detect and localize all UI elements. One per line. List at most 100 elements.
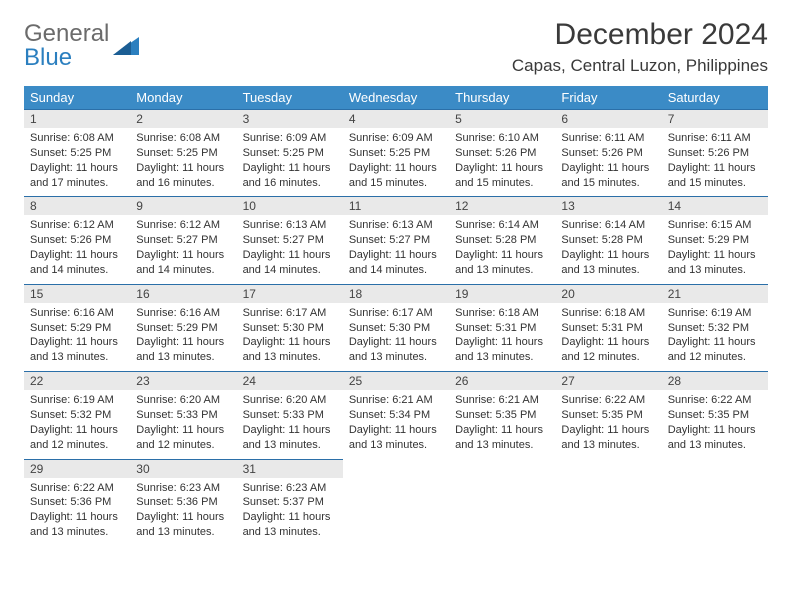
sunrise-line: Sunrise: 6:08 AM: [30, 131, 124, 146]
sunrise-line: Sunrise: 6:19 AM: [30, 393, 124, 408]
sunset-line: Sunset: 5:28 PM: [455, 233, 549, 248]
sunrise-line: Sunrise: 6:15 AM: [668, 218, 762, 233]
sunset-line: Sunset: 5:29 PM: [668, 233, 762, 248]
daylight-line: Daylight: 11 hours and 15 minutes.: [561, 161, 655, 191]
day-number-bar: 8: [24, 196, 130, 215]
calendar-cell: 20Sunrise: 6:18 AMSunset: 5:31 PMDayligh…: [555, 284, 661, 371]
day-number-bar: 21: [662, 284, 768, 303]
day-body: Sunrise: 6:22 AMSunset: 5:35 PMDaylight:…: [662, 390, 768, 458]
sunrise-line: Sunrise: 6:08 AM: [136, 131, 230, 146]
day-body: Sunrise: 6:23 AMSunset: 5:37 PMDaylight:…: [237, 478, 343, 546]
day-body: Sunrise: 6:17 AMSunset: 5:30 PMDaylight:…: [343, 303, 449, 371]
daylight-line: Daylight: 11 hours and 13 minutes.: [455, 335, 549, 365]
day-body: Sunrise: 6:11 AMSunset: 5:26 PMDaylight:…: [555, 128, 661, 196]
calendar-table: SundayMondayTuesdayWednesdayThursdayFrid…: [24, 86, 768, 546]
day-number-bar: 7: [662, 109, 768, 128]
daylight-line: Daylight: 11 hours and 17 minutes.: [30, 161, 124, 191]
calendar-cell: 28Sunrise: 6:22 AMSunset: 5:35 PMDayligh…: [662, 371, 768, 458]
sunset-line: Sunset: 5:32 PM: [668, 321, 762, 336]
day-number-bar: 28: [662, 371, 768, 390]
calendar-cell: [555, 459, 661, 546]
sunset-line: Sunset: 5:34 PM: [349, 408, 443, 423]
location-text: Capas, Central Luzon, Philippines: [512, 56, 768, 76]
calendar-body: 1Sunrise: 6:08 AMSunset: 5:25 PMDaylight…: [24, 109, 768, 546]
daylight-line: Daylight: 11 hours and 13 minutes.: [455, 423, 549, 453]
logo-text-blue: Blue: [24, 46, 109, 70]
logo-text-general: General: [24, 20, 109, 47]
day-number-bar: 14: [662, 196, 768, 215]
calendar-cell: 6Sunrise: 6:11 AMSunset: 5:26 PMDaylight…: [555, 109, 661, 196]
daylight-line: Daylight: 11 hours and 13 minutes.: [561, 248, 655, 278]
calendar-cell: 15Sunrise: 6:16 AMSunset: 5:29 PMDayligh…: [24, 284, 130, 371]
day-body: Sunrise: 6:12 AMSunset: 5:26 PMDaylight:…: [24, 215, 130, 283]
sunrise-line: Sunrise: 6:21 AM: [349, 393, 443, 408]
day-body: Sunrise: 6:08 AMSunset: 5:25 PMDaylight:…: [130, 128, 236, 196]
day-number-bar: 24: [237, 371, 343, 390]
calendar-row: 29Sunrise: 6:22 AMSunset: 5:36 PMDayligh…: [24, 459, 768, 546]
sunrise-line: Sunrise: 6:22 AM: [30, 481, 124, 496]
calendar-cell: [662, 459, 768, 546]
sunset-line: Sunset: 5:27 PM: [243, 233, 337, 248]
day-body: Sunrise: 6:09 AMSunset: 5:25 PMDaylight:…: [343, 128, 449, 196]
calendar-cell: 12Sunrise: 6:14 AMSunset: 5:28 PMDayligh…: [449, 196, 555, 283]
day-number-bar: 31: [237, 459, 343, 478]
day-body: Sunrise: 6:18 AMSunset: 5:31 PMDaylight:…: [555, 303, 661, 371]
daylight-line: Daylight: 11 hours and 13 minutes.: [561, 423, 655, 453]
day-number-bar: 11: [343, 196, 449, 215]
daylight-line: Daylight: 11 hours and 14 minutes.: [136, 248, 230, 278]
sunrise-line: Sunrise: 6:20 AM: [136, 393, 230, 408]
day-body: Sunrise: 6:20 AMSunset: 5:33 PMDaylight:…: [237, 390, 343, 458]
daylight-line: Daylight: 11 hours and 13 minutes.: [136, 335, 230, 365]
month-title: December 2024: [512, 18, 768, 52]
sunrise-line: Sunrise: 6:20 AM: [243, 393, 337, 408]
calendar-row: 15Sunrise: 6:16 AMSunset: 5:29 PMDayligh…: [24, 284, 768, 371]
day-body: Sunrise: 6:19 AMSunset: 5:32 PMDaylight:…: [662, 303, 768, 371]
logo-triangle-icon: [113, 33, 139, 60]
sunset-line: Sunset: 5:32 PM: [30, 408, 124, 423]
sunrise-line: Sunrise: 6:16 AM: [136, 306, 230, 321]
sunrise-line: Sunrise: 6:13 AM: [243, 218, 337, 233]
day-number-bar: 27: [555, 371, 661, 390]
daylight-line: Daylight: 11 hours and 12 minutes.: [668, 335, 762, 365]
calendar-cell: 2Sunrise: 6:08 AMSunset: 5:25 PMDaylight…: [130, 109, 236, 196]
calendar-cell: 3Sunrise: 6:09 AMSunset: 5:25 PMDaylight…: [237, 109, 343, 196]
calendar-cell: 31Sunrise: 6:23 AMSunset: 5:37 PMDayligh…: [237, 459, 343, 546]
calendar-cell: 7Sunrise: 6:11 AMSunset: 5:26 PMDaylight…: [662, 109, 768, 196]
calendar-cell: 13Sunrise: 6:14 AMSunset: 5:28 PMDayligh…: [555, 196, 661, 283]
daylight-line: Daylight: 11 hours and 13 minutes.: [30, 510, 124, 540]
day-number-bar: 22: [24, 371, 130, 390]
day-body: Sunrise: 6:11 AMSunset: 5:26 PMDaylight:…: [662, 128, 768, 196]
weekday-header: Sunday: [24, 86, 130, 109]
calendar-cell: 19Sunrise: 6:18 AMSunset: 5:31 PMDayligh…: [449, 284, 555, 371]
sunset-line: Sunset: 5:35 PM: [455, 408, 549, 423]
day-body: Sunrise: 6:13 AMSunset: 5:27 PMDaylight:…: [343, 215, 449, 283]
sunset-line: Sunset: 5:29 PM: [30, 321, 124, 336]
daylight-line: Daylight: 11 hours and 14 minutes.: [30, 248, 124, 278]
sunset-line: Sunset: 5:36 PM: [30, 495, 124, 510]
day-number-bar: 19: [449, 284, 555, 303]
sunrise-line: Sunrise: 6:23 AM: [243, 481, 337, 496]
sunset-line: Sunset: 5:25 PM: [243, 146, 337, 161]
calendar-cell: 30Sunrise: 6:23 AMSunset: 5:36 PMDayligh…: [130, 459, 236, 546]
sunset-line: Sunset: 5:28 PM: [561, 233, 655, 248]
daylight-line: Daylight: 11 hours and 16 minutes.: [243, 161, 337, 191]
sunrise-line: Sunrise: 6:17 AM: [243, 306, 337, 321]
day-number-bar: 2: [130, 109, 236, 128]
day-body: Sunrise: 6:15 AMSunset: 5:29 PMDaylight:…: [662, 215, 768, 283]
header-row: General Blue December 2024 Capas, Centra…: [24, 18, 768, 76]
sunset-line: Sunset: 5:26 PM: [561, 146, 655, 161]
sunset-line: Sunset: 5:25 PM: [349, 146, 443, 161]
day-body: Sunrise: 6:14 AMSunset: 5:28 PMDaylight:…: [449, 215, 555, 283]
day-body: Sunrise: 6:19 AMSunset: 5:32 PMDaylight:…: [24, 390, 130, 458]
daylight-line: Daylight: 11 hours and 12 minutes.: [561, 335, 655, 365]
calendar-cell: 14Sunrise: 6:15 AMSunset: 5:29 PMDayligh…: [662, 196, 768, 283]
calendar-cell: [343, 459, 449, 546]
calendar-header: SundayMondayTuesdayWednesdayThursdayFrid…: [24, 86, 768, 109]
daylight-line: Daylight: 11 hours and 13 minutes.: [243, 510, 337, 540]
calendar-cell: 10Sunrise: 6:13 AMSunset: 5:27 PMDayligh…: [237, 196, 343, 283]
daylight-line: Daylight: 11 hours and 13 minutes.: [243, 335, 337, 365]
sunrise-line: Sunrise: 6:10 AM: [455, 131, 549, 146]
weekday-header: Saturday: [662, 86, 768, 109]
sunset-line: Sunset: 5:30 PM: [243, 321, 337, 336]
sunset-line: Sunset: 5:35 PM: [561, 408, 655, 423]
